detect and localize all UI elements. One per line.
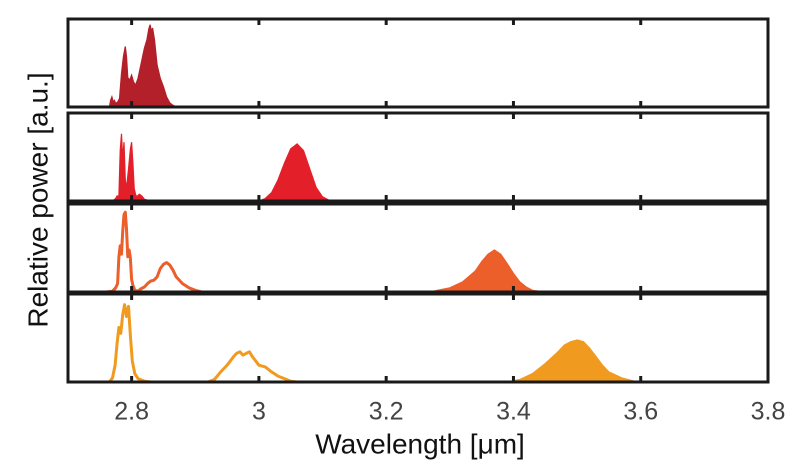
x-tick-labels: 2.8 3 3.2 3.4 3.6 3.8: [114, 398, 785, 426]
panel-frame: [66, 17, 770, 109]
spectrum-peak-filled: [99, 24, 177, 108]
spectrum-panel-1: [66, 17, 770, 109]
spectrum-panel-3: [66, 202, 770, 294]
panels-group: [66, 17, 770, 384]
panel-frame: [66, 202, 770, 294]
y-axis-label: Relative power [a.u.]: [22, 72, 53, 327]
x-tick-label: 3.8: [751, 398, 786, 426]
x-tick-label: 3.2: [369, 398, 404, 426]
spectrum-peak-filled: [99, 133, 151, 202]
panel-frame: [66, 111, 770, 203]
spectrum-peak-line: [99, 303, 151, 384]
spectrum-panel-4: [66, 292, 770, 384]
spectrum-peak-line: [207, 350, 298, 384]
spectrum-peak-filled: [506, 339, 641, 383]
spectrum-peak-line: [106, 210, 202, 294]
panel-frame: [66, 292, 770, 384]
x-axis-label: Wavelength [μm]: [315, 428, 525, 459]
x-tick-label: 3.6: [623, 398, 658, 426]
x-tick-label: 3.4: [496, 398, 531, 426]
x-tick-label: 2.8: [114, 398, 149, 426]
spectrum-peak-filled: [258, 143, 336, 202]
spectrum-peak-filled: [430, 249, 546, 293]
spectrum-panel-2: [66, 111, 770, 203]
x-tick-label: 3: [252, 398, 266, 426]
